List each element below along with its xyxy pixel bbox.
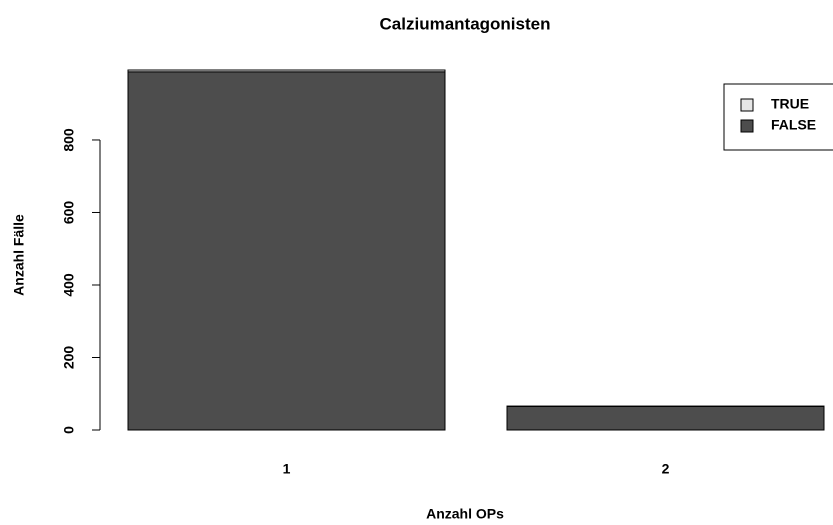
legend-swatch — [740, 119, 754, 133]
bar-segment — [506, 405, 825, 431]
y-tick-label: 200 — [61, 346, 77, 370]
y-tick-label: 0 — [61, 426, 77, 434]
y-axis-label: Anzahl Fälle — [11, 214, 27, 296]
bar-segment — [127, 71, 446, 431]
y-tick-label: 400 — [61, 273, 77, 297]
y-tick-label: 800 — [61, 128, 77, 152]
chart-title: Calziumantagonisten — [380, 14, 551, 33]
x-tick-label: 2 — [662, 461, 670, 477]
x-axis-label: Anzahl OPs — [426, 506, 504, 522]
bar-segment — [127, 69, 446, 73]
legend-box — [723, 83, 833, 151]
legend-swatch — [740, 98, 754, 112]
legend-label: FALSE — [771, 117, 816, 133]
y-tick-label: 600 — [61, 201, 77, 225]
x-tick-label: 1 — [283, 461, 291, 477]
legend-label: TRUE — [771, 96, 809, 112]
